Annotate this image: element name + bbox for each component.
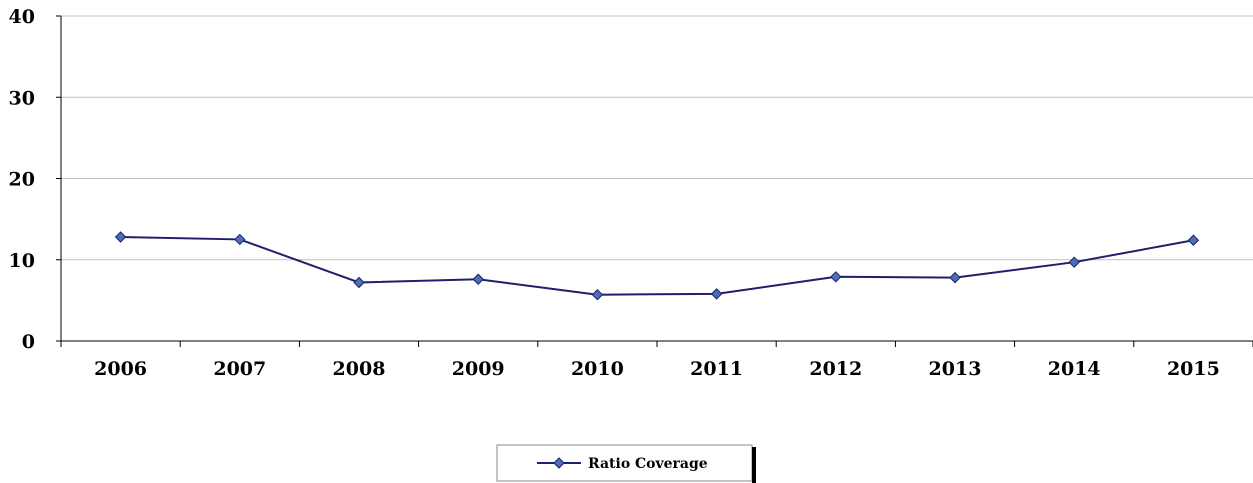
data-point-marker [1068,256,1080,268]
y-tick-label: 30 [9,87,35,109]
x-tick-label: 2013 [929,358,982,380]
legend-label: Ratio Coverage [588,456,708,472]
legend-marker-swatch [553,457,565,469]
data-point-marker [591,288,604,301]
data-point-marker [830,271,842,283]
x-tick-label: 2009 [452,358,505,380]
x-axis-tick-labels: 2006 2007 2008 2009 2010 2011 2012 2013 2014 2015 [94,358,1220,380]
legend: Ratio Coverage [496,444,756,483]
x-tick-label: 2010 [571,358,624,380]
data-point-marker [472,273,484,285]
axes [56,15,1253,347]
y-tick-label: 20 [9,169,35,191]
data-point-marker [710,288,723,300]
data-point-marker [1187,234,1200,246]
x-tick-label: 2008 [333,358,386,380]
legend-box-shadow [752,447,756,483]
data-point-marker [949,271,961,284]
x-tick-label: 2015 [1167,358,1220,380]
series-ratio-coverage [114,231,1200,301]
x-tick-label: 2006 [94,358,147,380]
y-tick-label: 40 [9,6,35,28]
y-axis-tick-labels: 0 10 20 30 40 [9,6,35,353]
x-tick-label: 2014 [1048,358,1101,380]
data-point-marker [353,276,365,289]
x-tick-label: 2012 [809,358,862,380]
y-tick-label: 10 [9,250,35,272]
data-point-marker [234,233,246,246]
y-tick-label: 0 [22,331,35,353]
x-tick-label: 2011 [690,358,743,380]
data-point-marker [114,231,127,243]
x-tick-label: 2007 [213,358,266,380]
gridlines [61,15,1253,261]
series-line [120,236,1194,296]
